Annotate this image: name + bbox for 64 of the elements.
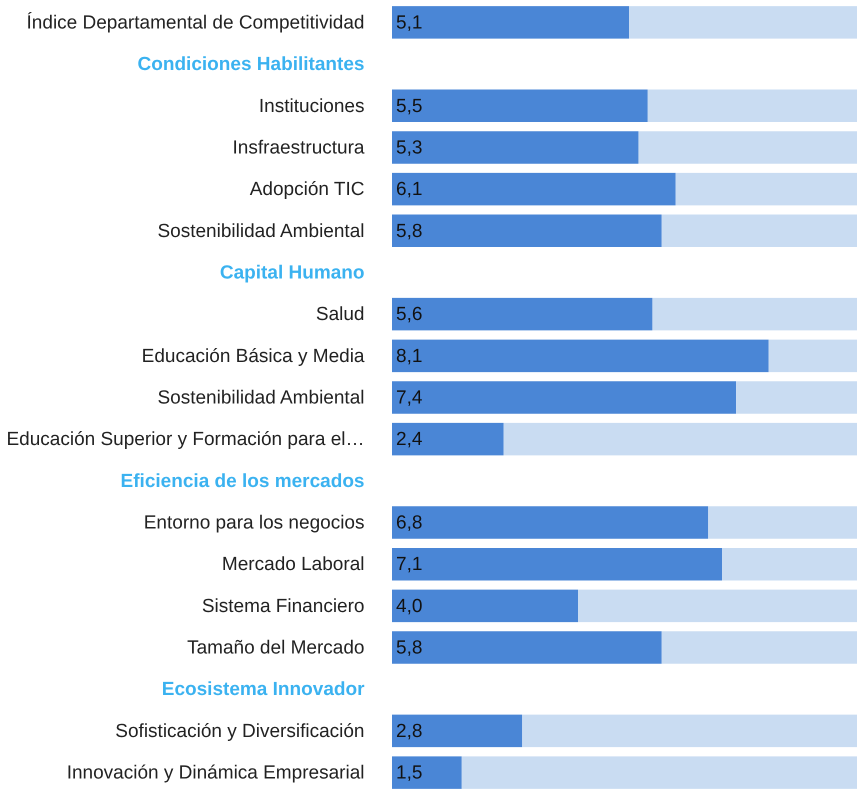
bar (392, 131, 638, 164)
data-label: 6,1 (396, 179, 422, 200)
bar (736, 381, 857, 414)
bar (392, 548, 722, 580)
y-tick-label: Sostenibilidad Ambiental (157, 388, 364, 408)
data-label: 5,8 (396, 220, 422, 242)
bar (522, 714, 857, 748)
y-tick-label: Insfraestructura (232, 137, 365, 158)
bar (392, 631, 662, 664)
y-tick-label: Mercado Laboral (222, 554, 364, 576)
bar (504, 422, 857, 456)
data-label: 8,1 (396, 346, 422, 367)
bar (392, 298, 652, 330)
y-tick-label: Sostenibilidad Ambiental (157, 220, 364, 242)
data-label: 5,5 (396, 96, 422, 117)
bar (708, 506, 857, 539)
y-tick-label: Sofisticación y Diversificación (115, 720, 364, 742)
data-label: 5,6 (396, 304, 422, 326)
y-tick-label: Ecosistema Innovador (162, 679, 366, 700)
data-label: 5,3 (396, 137, 422, 158)
y-tick-label: Índice Departamental de Competitividad (26, 11, 364, 34)
bar (392, 714, 522, 748)
y-tick-label: Educación Superior y Formación para el… (6, 429, 364, 450)
bar (638, 131, 857, 164)
y-tick-label: Innovación y Dinámica Empresarial (66, 762, 364, 784)
bar (768, 340, 857, 372)
y-tick-label: Educación Básica y Media (142, 346, 365, 367)
data-label: 6,8 (396, 512, 422, 534)
y-tick-label: Salud (316, 304, 364, 326)
bar (629, 6, 857, 39)
bar (392, 422, 504, 456)
data-label: 1,5 (396, 762, 422, 784)
bar (392, 590, 578, 622)
data-label: 7,1 (396, 554, 422, 576)
bar (722, 548, 857, 580)
y-tick-label: Condiciones Habilitantes (138, 54, 364, 76)
bar (392, 756, 462, 789)
y-tick-label: Instituciones (258, 96, 364, 117)
bar (392, 172, 676, 206)
bar (652, 298, 857, 330)
y-tick-label: Tamaño del Mercado (187, 638, 364, 659)
bar (392, 6, 630, 39)
data-label: 2,4 (396, 429, 423, 450)
data-label: 4,0 (396, 596, 422, 617)
y-tick-label: Sistema Financiero (202, 596, 364, 617)
bar (676, 172, 857, 206)
data-label: 2,8 (396, 720, 422, 742)
bar (648, 90, 857, 122)
y-tick-label: Entorno para los negocios (144, 512, 364, 534)
bar (392, 214, 662, 248)
bar (462, 756, 857, 789)
y-tick-label: Eficiencia de los mercados (120, 470, 364, 492)
bar (662, 631, 857, 664)
bar (392, 340, 769, 372)
data-label: 5,1 (396, 12, 422, 34)
data-label: 7,4 (396, 388, 423, 408)
y-tick-label: Capital Humano (220, 262, 364, 284)
bar (392, 381, 736, 414)
bar (392, 90, 648, 122)
bar (662, 214, 857, 248)
bar (392, 506, 708, 539)
bar (578, 590, 857, 622)
data-label: 5,8 (396, 638, 422, 659)
y-tick-label: Adopción TIC (250, 179, 364, 200)
